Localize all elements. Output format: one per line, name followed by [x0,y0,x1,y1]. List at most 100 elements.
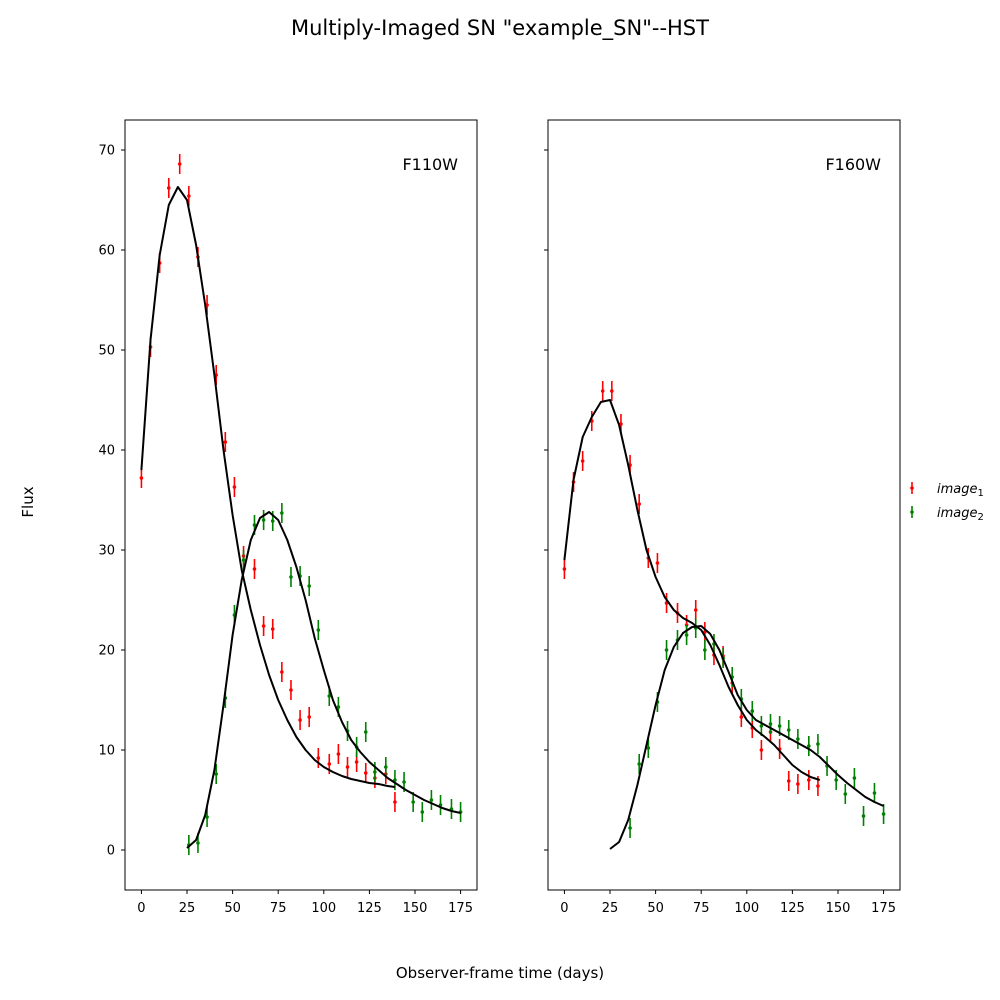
image_1-point [655,561,660,565]
image_1-point [336,752,341,756]
x-tick-label: 50 [647,901,664,916]
image_2-point [777,724,782,728]
x-tick-label: 175 [448,901,473,916]
image_1-point [166,186,171,190]
image_2-point [646,746,651,750]
image_1-point [298,718,302,722]
image_1-point [177,162,182,166]
image_2-point [327,694,332,698]
image_1-point [393,800,397,804]
plot-frame [124,119,478,891]
x-tick-label: 100 [734,901,759,916]
plot-frame [547,119,901,891]
image_2-point [373,770,377,774]
image_2-point [759,724,764,728]
figure-title: Multiply-Imaged SN "example_SN"--HST [291,16,709,40]
image_2-point [852,776,857,780]
image_2-point [241,558,246,562]
image_2-point [336,705,341,709]
image_2-point [261,518,266,522]
legend-marker-point [910,486,914,490]
image_2-point [796,737,800,741]
image_2-point [289,575,293,579]
image_1-point [345,765,350,769]
image_2-point [637,762,641,766]
image_2-point [807,744,811,748]
panel-f110w: 0 25 50 75 100 125 150 175 0 10 20 30 40 50 60 70 F110W [98,119,478,916]
image_1-point [232,485,237,489]
image_1-point [252,567,257,571]
image_2-point [703,648,707,652]
image_2_model-line [186,511,461,849]
image_2_model-line [609,625,885,850]
image_2-point [816,742,820,746]
image_1-point [562,567,567,571]
y-tick-label: 60 [98,244,115,259]
image_1-point [289,688,293,692]
image_1-point [223,440,228,444]
image_2-point [411,800,415,804]
image_2-point [429,798,434,802]
y-tick-label: 10 [98,744,115,759]
x-tick-label: 0 [560,901,568,916]
image_1_model-line [563,399,821,781]
image_1-point [354,760,359,764]
image_1-point [139,476,144,480]
y-tick-label: 20 [98,644,115,659]
image_2-point [307,584,312,588]
image_1-point [759,748,764,752]
x-tick-label: 25 [602,901,619,916]
image_1_model-line [140,186,396,788]
x-tick-label: 25 [179,901,196,916]
y-tick-label: 0 [107,844,115,859]
y-tick-label: 40 [98,444,115,459]
image_2-point [270,519,275,523]
image_2-point [750,709,755,713]
image_2-point [881,812,886,816]
x-tick-label: 50 [224,901,241,916]
x-tick-label: 175 [871,901,896,916]
image_1-point [270,627,275,631]
image_1-point [363,771,368,775]
image_2-point [402,780,406,784]
x-tick-label: 125 [780,901,805,916]
image_2-point [834,778,838,782]
x-tick-label: 125 [357,901,382,916]
image_2-point [393,778,397,782]
image_2-point [768,722,773,726]
image_2-point [280,511,284,515]
image_1-point [786,779,791,783]
image_1-point [327,762,332,766]
image_1-point [816,784,820,788]
image_2-point [786,728,791,732]
image_1-point [693,608,698,612]
image_1-point [316,756,321,760]
x-tick-label: 0 [137,901,145,916]
image_1-point [307,715,312,719]
x-tick-label: 75 [270,901,287,916]
legend-label: image1 [937,482,984,499]
image_1-point [807,778,811,782]
image_1-point [796,782,800,786]
panel-f160w: 0 25 50 75 100 125 150 175 F160W [544,119,901,916]
legend-marker-point [910,510,914,514]
image_1-point [637,502,641,506]
panel-title: F110W [402,155,458,174]
image_1-point [187,194,191,198]
image_2-point [196,841,200,845]
image_1-point [261,624,266,628]
x-tick-label: 150 [403,901,428,916]
image_1-point [580,459,585,463]
legend-label: image2 [937,506,984,523]
image_2-point [861,814,866,818]
image_2-point [384,765,388,769]
x-tick-label: 150 [826,901,851,916]
image_2-point [205,815,209,819]
image_1-point [600,389,605,393]
x-tick-label: 100 [311,901,336,916]
y-tick-label: 30 [98,544,115,559]
image_2-point [363,730,368,734]
y-tick-label: 50 [98,344,115,359]
image_2-point [664,648,669,652]
